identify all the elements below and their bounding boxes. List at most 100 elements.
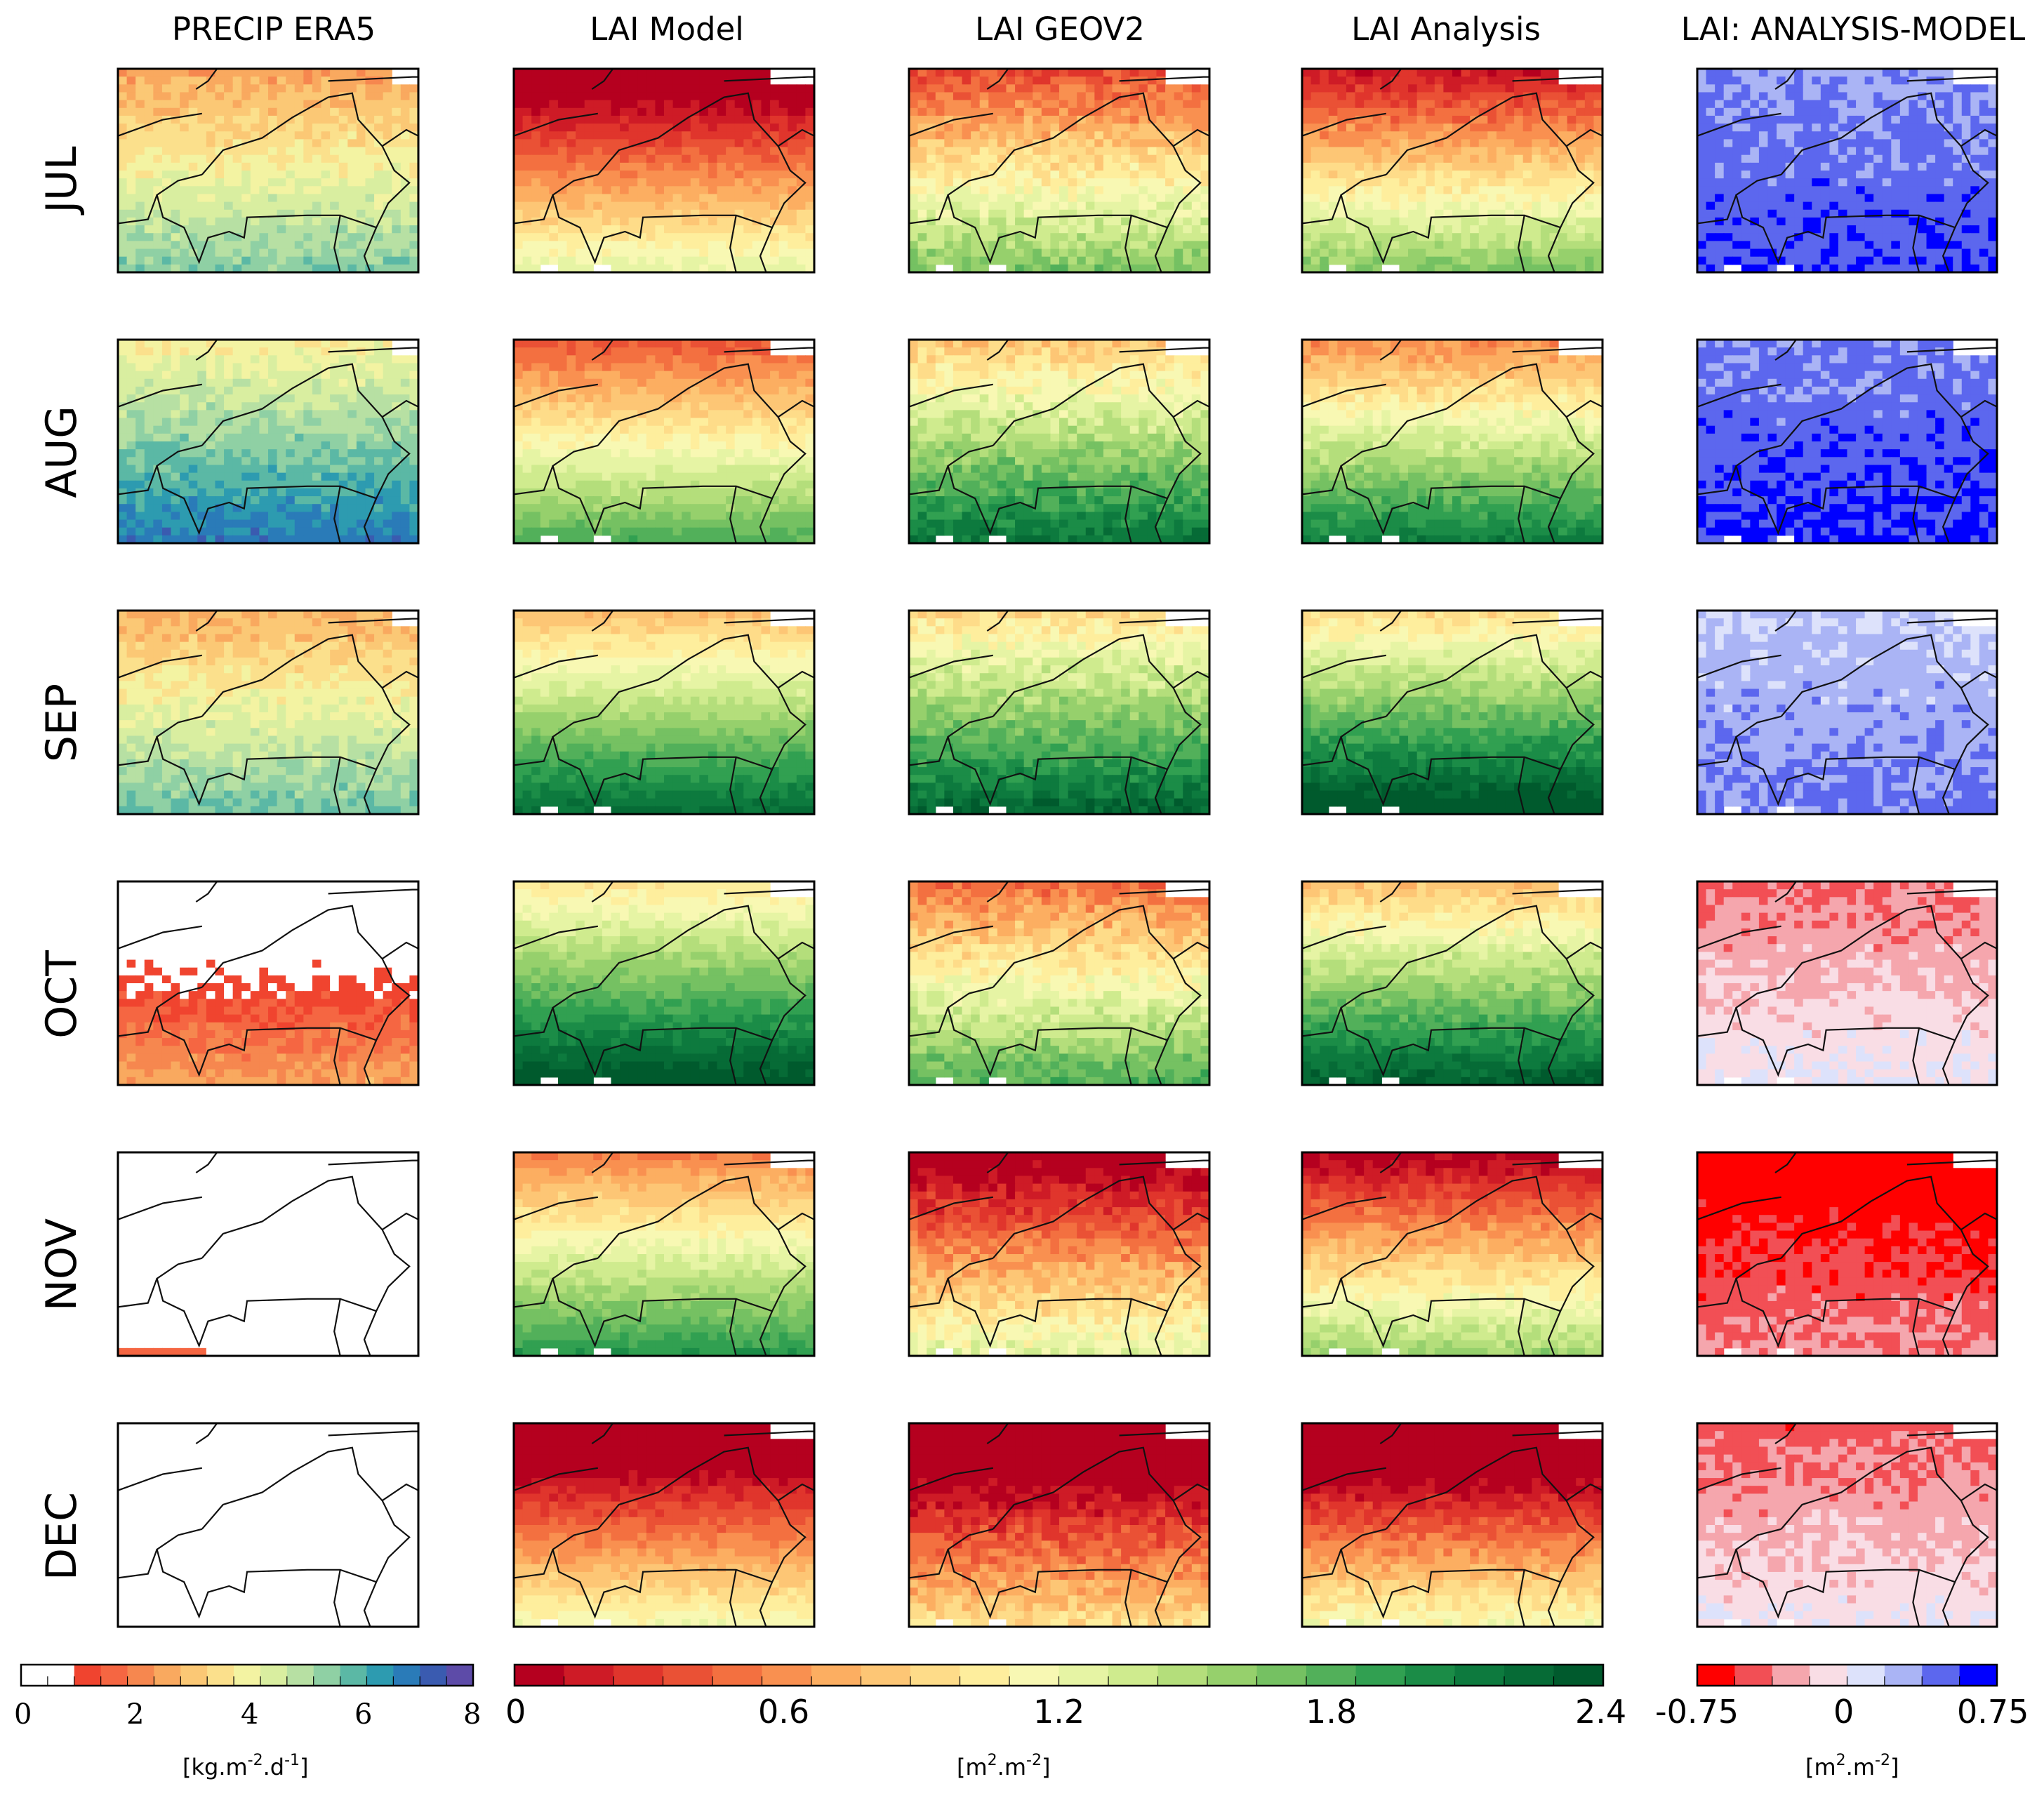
border-burkina-faso: [947, 634, 1202, 806]
border-togo: [1124, 1298, 1132, 1356]
border-niger-north: [1512, 1430, 1602, 1437]
border-togo: [729, 757, 737, 814]
border-burkina-faso: [947, 905, 1202, 1077]
border-niger-north: [1906, 1430, 1997, 1437]
border-mali-north: [514, 112, 598, 137]
map-frame: [512, 67, 816, 274]
border-mali-north: [118, 1467, 202, 1491]
colorbar-lai-swatch: [1306, 1665, 1357, 1686]
colorbar-precip-swatch: [154, 1665, 181, 1686]
border-mali-north: [909, 925, 993, 950]
border-mali-north: [909, 654, 993, 679]
map-frame: [512, 1151, 816, 1357]
border-niger-east: [777, 1212, 814, 1231]
border-benin: [1154, 1039, 1169, 1085]
border-ivory-coast: [118, 194, 158, 225]
border-niger-east: [1565, 1483, 1602, 1502]
colorbar-lai-swatch: [613, 1665, 664, 1686]
colorbar-diff-swatch: [1922, 1665, 1960, 1686]
border-niger-east: [777, 1483, 814, 1502]
map-frame: [1696, 609, 1998, 815]
diff-tick-0-75: 0.75: [1957, 1694, 2029, 1729]
border-niger-east: [1960, 941, 1997, 960]
border-niger-north: [1512, 888, 1602, 895]
precip-tick-6: 6: [354, 1697, 372, 1732]
border-togo: [729, 1298, 737, 1356]
border-fragment: [591, 69, 614, 90]
map-panel-diff-jul: [1697, 69, 1997, 272]
border-burkina-faso: [1735, 92, 1989, 265]
colorbar-precip-swatch: [100, 1665, 128, 1686]
colorbar-diff: [1696, 1663, 1998, 1687]
border-togo: [1518, 486, 1525, 543]
border-niger-north: [1512, 76, 1602, 82]
border-mali-north: [514, 383, 598, 408]
row-label-jul: JUL: [37, 46, 86, 313]
border-niger-north: [1906, 618, 1997, 624]
border-niger-north: [1512, 618, 1602, 624]
border-burkina-faso: [552, 363, 807, 535]
border-burkina-faso: [1340, 363, 1595, 535]
border-niger-north: [1119, 618, 1209, 624]
border-ivory-coast: [1302, 736, 1342, 766]
map-frame: [1301, 609, 1604, 815]
border-niger-north: [1119, 1430, 1209, 1437]
border-fragment: [986, 1423, 1009, 1444]
colorbar-lai-swatch: [1058, 1665, 1109, 1686]
column-title-lai-analysis: LAI Analysis: [1285, 8, 1607, 51]
border-benin: [759, 227, 774, 272]
border-niger-north: [328, 1159, 418, 1166]
border-mali-north: [1302, 925, 1386, 950]
border-fragment: [986, 69, 1009, 90]
colorbar-precip-swatch: [180, 1665, 208, 1686]
border-benin: [1547, 1310, 1562, 1356]
border-mali-north: [1302, 654, 1386, 679]
diff-tick-minus-0-75: -0.75: [1655, 1694, 1739, 1729]
border-niger-east: [1172, 670, 1209, 689]
border-ivory-coast: [514, 1278, 554, 1308]
border-niger-east: [381, 1483, 418, 1502]
border-ivory-coast: [1697, 1007, 1737, 1037]
border-benin: [1547, 498, 1562, 543]
border-niger-east: [1172, 941, 1209, 960]
map-panel-analysis-nov: [1302, 1152, 1602, 1356]
border-fragment: [195, 69, 218, 90]
colorbar-precip: [20, 1663, 474, 1687]
border-fragment: [195, 1152, 218, 1173]
colorbar-diff-swatch: [1810, 1665, 1848, 1686]
border-mali-north: [1697, 383, 1781, 408]
map-frame: [1301, 1422, 1604, 1628]
map-panel-analysis-aug: [1302, 340, 1602, 543]
map-frame: [512, 1422, 816, 1628]
border-niger-east: [1960, 1483, 1997, 1502]
border-ivory-coast: [909, 194, 949, 225]
border-niger-north: [724, 888, 814, 895]
border-fragment: [1774, 69, 1797, 90]
row-label-nov: NOV: [37, 1131, 86, 1398]
map-frame: [908, 67, 1211, 274]
border-mali-north: [1697, 925, 1781, 950]
lai-unit: [m2.m-2]: [957, 1753, 1050, 1781]
map-frame: [908, 1422, 1211, 1628]
border-burkina-faso: [1735, 634, 1989, 806]
border-fragment: [1379, 1152, 1402, 1173]
border-niger-north: [1906, 76, 1997, 82]
map-panel-precip-oct: [118, 881, 418, 1085]
border-benin: [759, 498, 774, 543]
border-benin: [363, 227, 378, 272]
border-benin: [1154, 498, 1169, 543]
map-panel-diff-oct: [1697, 881, 1997, 1085]
border-ivory-coast: [1697, 1549, 1737, 1579]
border-fragment: [986, 611, 1009, 632]
map-panel-analysis-oct: [1302, 881, 1602, 1085]
map-panel-model-oct: [514, 881, 814, 1085]
colorbar-diff-swatch: [1847, 1665, 1885, 1686]
border-ivory-coast: [909, 736, 949, 766]
border-niger-north: [1906, 888, 1997, 895]
map-frame: [117, 67, 420, 274]
border-benin: [363, 1310, 378, 1356]
border-mali-north: [1697, 1196, 1781, 1220]
border-benin: [1942, 498, 1956, 543]
precip-tick-8: 8: [463, 1697, 481, 1732]
map-panel-precip-aug: [118, 340, 418, 543]
